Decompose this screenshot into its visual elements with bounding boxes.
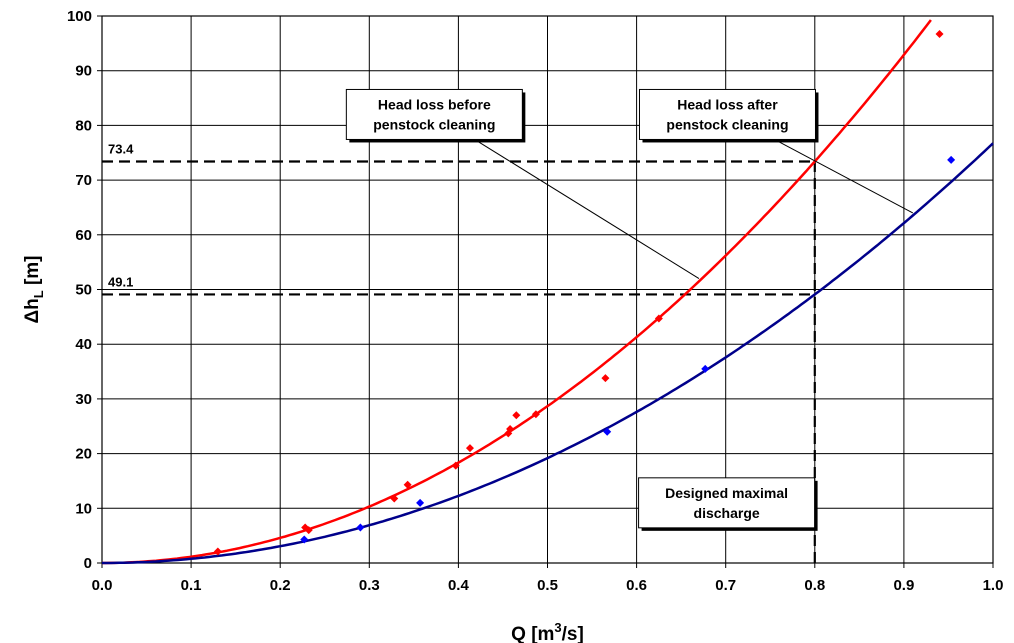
y-tick-label: 100	[67, 8, 92, 25]
x-tick-label: 0.8	[804, 577, 825, 594]
x-tick-label: 0.7	[715, 577, 736, 594]
y-tick-label: 90	[75, 63, 92, 80]
x-tick-label: 0.1	[181, 577, 202, 594]
data-point	[300, 535, 309, 544]
data-point	[935, 30, 944, 39]
reference-label: 73.4	[108, 142, 134, 157]
data-point	[213, 547, 222, 556]
data-point	[531, 410, 540, 419]
x-tick-label: 0.9	[893, 577, 914, 594]
callout-box	[345, 88, 523, 140]
data-point	[506, 424, 515, 433]
y-tick-label: 40	[75, 336, 92, 353]
data-point	[512, 411, 521, 420]
callout-line-1: Designed maximal	[665, 485, 788, 501]
tick-labels: 0.0 0.1 0.2 0.3 0.4 0.5 0.6 0.7 0.8 0.9 1.0 0 10 20 30…	[67, 8, 1003, 594]
callout-line-2: discharge	[694, 505, 760, 521]
data-point	[654, 314, 663, 323]
plot-frame	[101, 15, 994, 564]
data-point	[356, 523, 365, 532]
x-tick-label: 0.4	[448, 577, 470, 594]
data-markers	[213, 30, 956, 556]
fit-curve	[102, 19, 932, 565]
data-point	[947, 155, 956, 164]
data-point	[504, 429, 513, 438]
reference-lines: 73.4 49.1	[102, 142, 816, 563]
fit-curves	[102, 19, 994, 565]
x-tick-label: 0.2	[270, 577, 291, 594]
fit-curve	[102, 142, 994, 565]
reference-label: 49.1	[108, 274, 133, 289]
y-tick-label: 30	[75, 391, 92, 408]
y-tick-label: 80	[75, 117, 92, 134]
x-tick-label: 0.6	[626, 577, 647, 594]
data-point	[416, 498, 425, 507]
x-tick-label: 0.3	[359, 577, 380, 594]
data-point	[603, 427, 612, 436]
callout-line-2: penstock cleaning	[666, 116, 788, 132]
callout-box	[638, 88, 816, 140]
x-tick-label: 0.0	[92, 577, 113, 594]
callout-line-1: Head loss before	[378, 96, 491, 112]
y-tick-label: 20	[75, 446, 92, 463]
data-point	[601, 374, 610, 383]
y-tick-label: 0	[84, 555, 92, 572]
data-point	[304, 526, 313, 535]
y-axis-title: ΔhL [m]	[22, 255, 46, 323]
callouts: Head loss before penstock cleaning Head lo…	[345, 88, 914, 531]
y-tick-label: 60	[75, 227, 92, 244]
y-tick-label: 50	[75, 282, 92, 299]
data-point	[465, 444, 474, 453]
callout-box	[638, 477, 816, 529]
x-tick-label: 0.5	[537, 577, 558, 594]
data-point	[701, 364, 710, 373]
x-tick-label: 1.0	[983, 577, 1004, 594]
x-axis-title: Q [m3/s]	[511, 620, 584, 643]
y-tick-label: 70	[75, 172, 92, 189]
callout-line-2: penstock cleaning	[373, 116, 495, 132]
callout-line-1: Head loss after	[677, 96, 778, 112]
data-point	[390, 494, 399, 503]
y-tick-label: 10	[75, 500, 92, 517]
data-point	[403, 480, 412, 489]
data-point	[451, 461, 460, 470]
